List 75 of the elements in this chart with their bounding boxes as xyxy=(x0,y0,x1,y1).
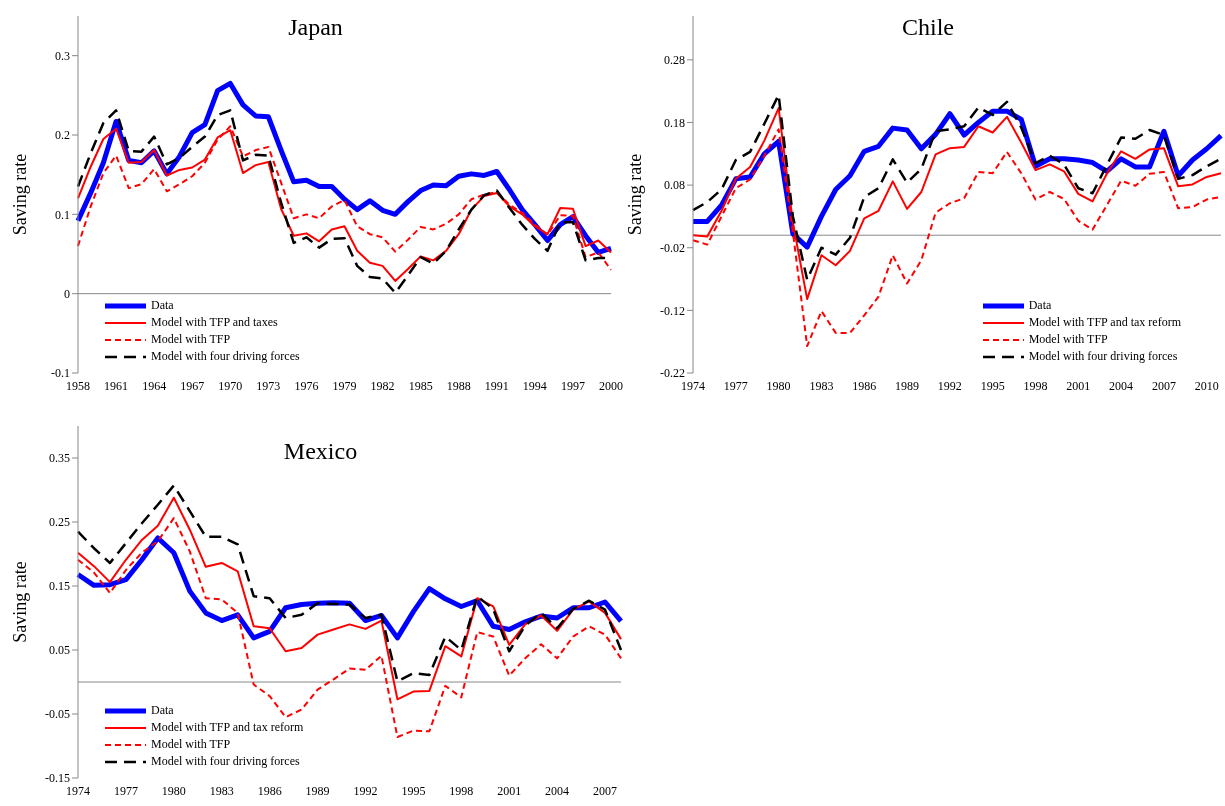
y-axis-title: Saving rate xyxy=(10,153,31,236)
x-tick-label: 1995 xyxy=(980,378,1005,393)
chart-title: Japan xyxy=(287,14,344,41)
x-tick-label: 1991 xyxy=(484,378,509,393)
legend-label: Model with TFP and tax reform xyxy=(151,720,304,735)
x-tick-label: 2004 xyxy=(1109,378,1134,393)
y-tick-label: -0.12 xyxy=(660,303,685,318)
x-tick-label: 2010 xyxy=(1194,378,1219,393)
y-tick-label: 0.08 xyxy=(664,178,685,193)
legend-label: Model with four driving forces xyxy=(151,349,300,364)
x-tick-label: 1964 xyxy=(142,378,167,393)
x-tick-label: 2000 xyxy=(599,378,623,393)
legend-label: Data xyxy=(1028,298,1052,313)
x-tick-label: 1961 xyxy=(104,378,129,393)
y-axis-title: Saving rate xyxy=(10,561,31,643)
x-tick-label: 1980 xyxy=(766,378,791,393)
y-tick-label: 0.2 xyxy=(55,128,70,143)
legend-label: Model with TFP xyxy=(151,737,231,752)
x-tick-label: 1977 xyxy=(723,378,748,393)
y-tick-label: 0 xyxy=(64,286,70,301)
y-tick-label: 0.28 xyxy=(664,53,685,68)
y-tick-label: -0.05 xyxy=(45,707,70,722)
text: Mexico xyxy=(283,438,358,464)
x-tick-label: 1974 xyxy=(66,783,90,798)
x-tick-label: 1979 xyxy=(332,378,357,393)
x-tick-label: 1983 xyxy=(809,378,834,393)
chart-title: Chile xyxy=(901,14,955,41)
legend-label: Model with TFP xyxy=(1028,332,1108,347)
x-tick-label: 2004 xyxy=(545,783,570,798)
x-tick-label: 1982 xyxy=(370,378,395,393)
x-tick-label: 1989 xyxy=(305,783,330,798)
legend-label: Model with four driving forces xyxy=(1028,349,1178,364)
y-tick-label: 0.35 xyxy=(49,451,70,466)
legend-label: Model with TFP xyxy=(151,332,231,347)
y-axis-title: Saving rate xyxy=(625,153,646,236)
x-tick-label: 1980 xyxy=(161,783,186,798)
y-tick-label: -0.15 xyxy=(45,771,70,786)
x-tick-label: 2007 xyxy=(593,783,618,798)
legend-label: Model with four driving forces xyxy=(151,754,300,769)
x-tick-label: 1983 xyxy=(209,783,234,798)
y-tick-label: -0.02 xyxy=(660,241,685,255)
x-tick-label: 1985 xyxy=(408,378,433,393)
y-tick-label: 0.3 xyxy=(55,48,70,63)
y-tick-label: -0.1 xyxy=(51,366,70,381)
y-tick-label: 0.1 xyxy=(55,207,70,222)
x-tick-label: 1967 xyxy=(180,378,205,393)
x-tick-label: 1986 xyxy=(257,783,282,798)
x-tick-label: 1970 xyxy=(218,378,243,393)
legend-label: Model with TFP and tax reform xyxy=(1028,315,1181,330)
x-tick-label: 1988 xyxy=(446,378,471,393)
x-tick-label: 1994 xyxy=(522,378,547,393)
x-tick-label: 1995 xyxy=(401,783,426,798)
x-tick-label: 2001 xyxy=(1066,378,1091,393)
x-tick-label: 1986 xyxy=(852,378,877,393)
x-tick-label: 1974 xyxy=(681,378,705,393)
y-tick-label: -0.22 xyxy=(660,366,685,381)
x-tick-label: 1989 xyxy=(895,378,920,393)
legend-label: Data xyxy=(151,298,174,313)
legend-label: Model with TFP and taxes xyxy=(151,315,278,330)
y-tick-label: 0.25 xyxy=(49,515,70,530)
legend-label: Data xyxy=(151,703,174,718)
x-tick-label: 1998 xyxy=(1023,378,1048,393)
x-tick-label: 1992 xyxy=(353,783,378,798)
x-tick-label: 2007 xyxy=(1151,378,1176,393)
x-tick-label: 1997 xyxy=(560,378,585,393)
x-tick-label: 1976 xyxy=(294,378,319,393)
x-tick-label: 1958 xyxy=(66,378,90,393)
x-tick-label: 1998 xyxy=(449,783,474,798)
x-tick-label: 1973 xyxy=(256,378,281,393)
x-tick-label: 2001 xyxy=(497,783,522,798)
y-tick-label: 0.15 xyxy=(49,579,70,594)
x-tick-label: 1977 xyxy=(113,783,138,798)
x-tick-label: 1992 xyxy=(937,378,962,393)
y-tick-label: 0.18 xyxy=(664,115,685,130)
y-tick-label: 0.05 xyxy=(49,643,70,658)
